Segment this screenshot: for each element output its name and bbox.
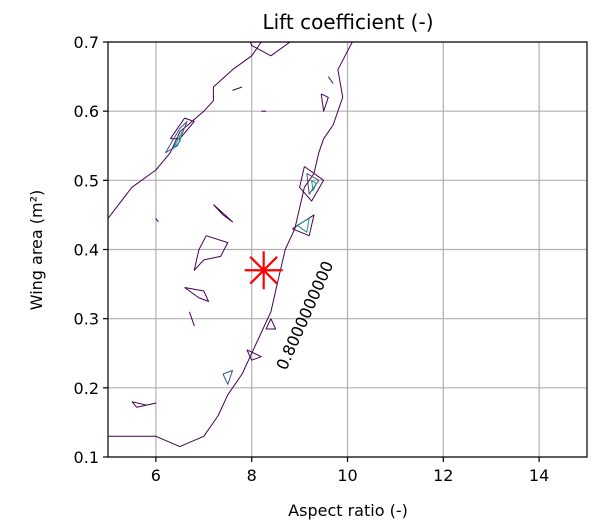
- contour-line: [249, 42, 291, 57]
- contour-line: [188, 311, 195, 327]
- y-tick-label: 0.7: [74, 33, 99, 52]
- contour-line: [131, 401, 157, 408]
- y-tick-label: 0.2: [74, 379, 99, 398]
- contour-line: [165, 121, 188, 154]
- y-axis-ticks: 0.1 0.2 0.3 0.4 0.5 0.6 0.7: [74, 33, 108, 467]
- contour-line: [265, 318, 277, 330]
- contour-line: [108, 42, 353, 448]
- contour-line: [246, 349, 262, 361]
- y-tick-label: 0.5: [74, 171, 99, 190]
- contour-label: 0.8000000000: [272, 258, 337, 373]
- contour-lines: [108, 42, 353, 448]
- contour-line: [327, 76, 334, 84]
- chart-title: Lift coefficient (-): [262, 10, 433, 34]
- grid-lines: [108, 41, 587, 458]
- contour-line: [177, 133, 183, 138]
- contour-line: [232, 86, 243, 91]
- y-tick-label: 0.3: [74, 310, 99, 329]
- contour-line: [296, 217, 310, 233]
- contour-line: [213, 204, 233, 223]
- x-tick-label: 8: [247, 466, 257, 485]
- contour-line: [184, 287, 210, 302]
- x-tick-label: 10: [337, 466, 357, 485]
- contour-line: [306, 172, 320, 195]
- x-axis-label: Aspect ratio (-): [288, 501, 408, 520]
- y-tick-label: 0.4: [74, 241, 99, 260]
- contour-line: [193, 235, 229, 271]
- contour-line: [108, 42, 262, 437]
- contour-line: [155, 218, 159, 223]
- x-tick-label: 6: [151, 466, 161, 485]
- x-axis-ticks: 6 8 10 12 14: [151, 457, 549, 485]
- y-tick-label: 0.1: [74, 448, 99, 467]
- contour-line: [172, 131, 183, 150]
- contour-line: [299, 166, 325, 202]
- y-axis-label: Wing area (m²): [27, 190, 46, 311]
- contour-line: [311, 179, 317, 192]
- contour-line: [169, 117, 195, 140]
- optimum-marker: [244, 251, 283, 290]
- y-tick-label: 0.6: [74, 102, 99, 121]
- x-tick-label: 12: [433, 466, 453, 485]
- contour-line: [222, 370, 233, 385]
- marker-stroke: [249, 256, 278, 285]
- contour-line: [320, 93, 329, 112]
- x-tick-label: 14: [529, 466, 549, 485]
